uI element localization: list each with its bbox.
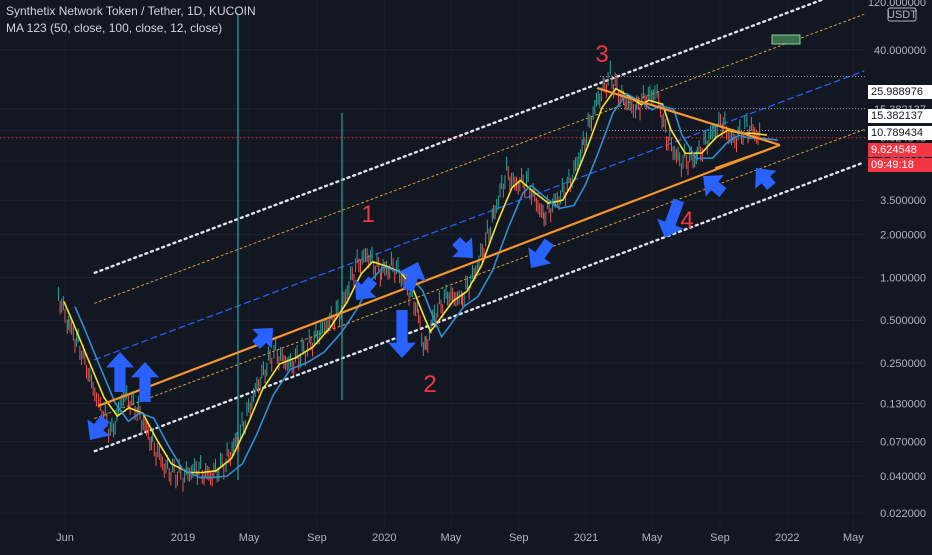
arrow-shape (657, 198, 684, 238)
currency-label: USDT (887, 9, 917, 21)
symbol-title[interactable]: Synthetix Network Token / Tether, 1D, KU… (6, 4, 256, 18)
arrow-icon (252, 328, 273, 349)
highlight-box (771, 34, 801, 45)
arrow-icon (452, 237, 473, 258)
time-axis-label: May (239, 532, 260, 544)
price-axis-label: 40.000000 (874, 45, 926, 57)
arrow-icon (528, 238, 554, 268)
trend-resistance-line (596, 86, 781, 147)
ma-blue-line (74, 92, 778, 479)
arrow-icon (399, 262, 426, 293)
arrow-shape (528, 238, 554, 268)
price-axis-label: 1.000000 (880, 272, 926, 284)
currency-box (887, 7, 917, 22)
price-axis-label-partial: 120.000000 (868, 0, 926, 9)
channel-upper-dotted-line (93, 0, 825, 274)
time-axis-label: May (843, 532, 864, 544)
current-price-box: 9.624548 (868, 143, 932, 157)
time-axis-label: Sep (509, 532, 529, 544)
channel-middle-dashed-line (94, 70, 865, 361)
price-axis-label: 0.500000 (880, 315, 926, 327)
channel-lower-dotted-line (93, 161, 866, 453)
arrow-icon (703, 175, 727, 198)
price-axis-label: 0.250000 (880, 358, 926, 370)
price-axis-label: 0.040000 (880, 471, 926, 483)
arrow-icon (131, 362, 159, 402)
price-box-3: 10.789434 (868, 126, 932, 140)
wave-label-3: 3 (595, 41, 608, 68)
arrow-icon (388, 310, 416, 358)
arrow-icon (657, 198, 684, 238)
arrow-shape (399, 262, 426, 293)
arrow-shape (388, 310, 416, 358)
arrow-icon (87, 415, 111, 440)
arrow-shape (355, 276, 378, 300)
wave-label-4: 4 (680, 207, 693, 234)
price-box-1: 25.988976 (868, 85, 932, 99)
time-axis-label: Sep (710, 532, 730, 544)
wave-label-1: 1 (361, 201, 374, 228)
arrow-shape (252, 328, 273, 349)
time-axis-label: May (642, 532, 663, 544)
wave-label-2: 2 (423, 371, 436, 398)
time-axis-label: 2021 (574, 532, 598, 544)
arrow-icon (355, 276, 378, 300)
countdown-box: 09:49:18 (868, 158, 932, 172)
indicator-legend[interactable]: MA 123 (50, close, 100, close, 12, close… (6, 21, 223, 35)
arrow-shape (106, 352, 134, 392)
price-axis-label: 0.130000 (880, 398, 926, 410)
inner-upper-dotted-line (94, 13, 865, 304)
price-axis-label: 2.000000 (880, 230, 926, 242)
arrow-shape (87, 415, 111, 440)
arrow-shape (755, 168, 777, 190)
trend-support-line (97, 143, 781, 408)
time-axis-label: 2019 (171, 532, 195, 544)
arrow-shape (131, 362, 159, 402)
price-box-2: 15.382137 (868, 109, 932, 123)
time-axis-label: 2020 (372, 532, 396, 544)
time-axis-label: Sep (307, 532, 327, 544)
price-axis-label: 0.070000 (880, 437, 926, 449)
arrow-shape (452, 237, 473, 258)
arrow-icon (106, 352, 134, 392)
price-axis-label: 0.022000 (880, 508, 926, 520)
triangle-lower-line (714, 144, 781, 169)
price-axis-label: 3.500000 (880, 195, 926, 207)
time-axis-label: Jun (56, 532, 74, 544)
arrow-shape (703, 175, 727, 198)
time-axis-label: May (441, 532, 462, 544)
arrow-icon (755, 168, 777, 190)
time-axis-label: 2022 (775, 532, 799, 544)
inner-lower-dotted-line (94, 129, 865, 419)
